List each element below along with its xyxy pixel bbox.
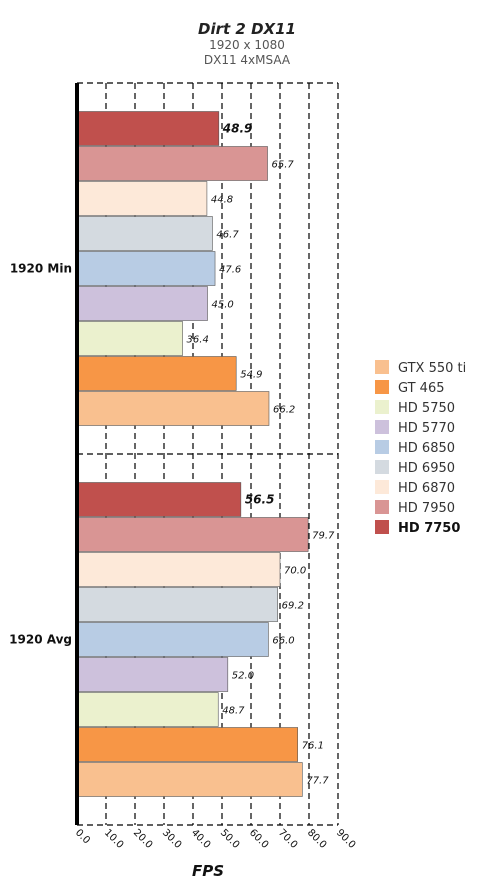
category-label: 1920 Min: [10, 262, 72, 276]
x-axis-label: FPS: [192, 862, 224, 880]
category-label: 1920 Avg: [9, 633, 72, 647]
bar-value-label: 56.5: [245, 493, 275, 507]
legend-label: HD 6850: [398, 441, 455, 456]
legend-swatch: [375, 360, 389, 374]
bar-value-label: 70.0: [284, 566, 306, 577]
legend-swatch: [375, 520, 389, 534]
bar: [76, 356, 237, 391]
bar: [76, 321, 183, 356]
bar-value-label: 76.1: [302, 741, 324, 752]
x-tick-label: 70.0: [276, 827, 300, 851]
x-tick-label: 40.0: [189, 827, 213, 851]
bar-value-label: 52.0: [232, 671, 254, 682]
bar: [76, 657, 229, 692]
bar-value-label: 48.7: [222, 706, 245, 717]
legend-label: HD 7950: [398, 501, 455, 516]
legend-label: HD 6950: [398, 461, 455, 476]
bar: [76, 622, 269, 657]
x-tick-label: 10.0: [102, 827, 126, 851]
bar: [76, 692, 219, 727]
legend-label: HD 5770: [398, 421, 455, 436]
chart-subtitle-settings: DX11 4xMSAA: [204, 53, 291, 67]
legend-swatch: [375, 500, 389, 514]
legend-swatch: [375, 420, 389, 434]
bar: [76, 552, 281, 587]
legend-swatch: [375, 380, 389, 394]
bar: [76, 146, 268, 181]
x-tick-label: 20.0: [131, 827, 155, 851]
legend-label: GT 465: [398, 381, 445, 396]
bars: 48.9 65.7 44.8 46.7 47.6 45.0 36.4 54.9 66.2 56.5…: [76, 111, 335, 797]
bar: [76, 216, 213, 251]
legend-label: GTX 550 ti: [398, 361, 466, 376]
legend-swatch: [375, 440, 389, 454]
x-tick-label: 90.0: [334, 827, 358, 851]
bar-value-label: 65.7: [272, 160, 295, 171]
legend-swatch: [375, 480, 389, 494]
bar-value-label: 44.8: [211, 195, 233, 206]
legend-swatch: [375, 460, 389, 474]
bar-value-label: 48.9: [222, 122, 253, 136]
bar-value-label: 66.0: [272, 636, 294, 647]
bar: [76, 286, 208, 321]
bar-value-label: 77.7: [306, 776, 329, 787]
legend-label: HD 5750: [398, 401, 455, 416]
chart-title: Dirt 2 DX11: [198, 20, 296, 38]
bar-value-label: 47.6: [219, 265, 241, 276]
legend: GTX 550 ti GT 465 HD 5750 HD 5770 HD 6850 HD …: [375, 360, 466, 536]
x-tick-label: 60.0: [247, 827, 271, 851]
bar-value-label: 66.2: [273, 405, 295, 416]
bar: [76, 587, 278, 622]
legend-label: HD 6870: [398, 481, 455, 496]
bar: [76, 517, 309, 552]
legend-label: HD 7750: [398, 521, 460, 536]
bar: [76, 762, 303, 797]
x-tick-label: 0.0: [73, 827, 92, 846]
legend-swatch: [375, 400, 389, 414]
bar-value-label: 45.0: [212, 300, 234, 311]
bar-value-label: 36.4: [187, 335, 209, 346]
bar-value-label: 54.9: [240, 370, 262, 381]
x-tick-label: 80.0: [305, 827, 329, 851]
chart-subtitle-resolution: 1920 x 1080: [209, 38, 285, 52]
bar: [76, 181, 208, 216]
bar: [76, 391, 270, 426]
bar-value-label: 79.7: [312, 531, 335, 542]
x-tick-label: 30.0: [160, 827, 184, 851]
bar: [76, 251, 216, 286]
bar-value-label: 46.7: [216, 230, 239, 241]
bar: [76, 482, 242, 517]
x-tick-label: 50.0: [218, 827, 242, 851]
bar: [76, 111, 220, 146]
bar-value-label: 69.2: [282, 601, 304, 612]
bar: [76, 727, 298, 762]
